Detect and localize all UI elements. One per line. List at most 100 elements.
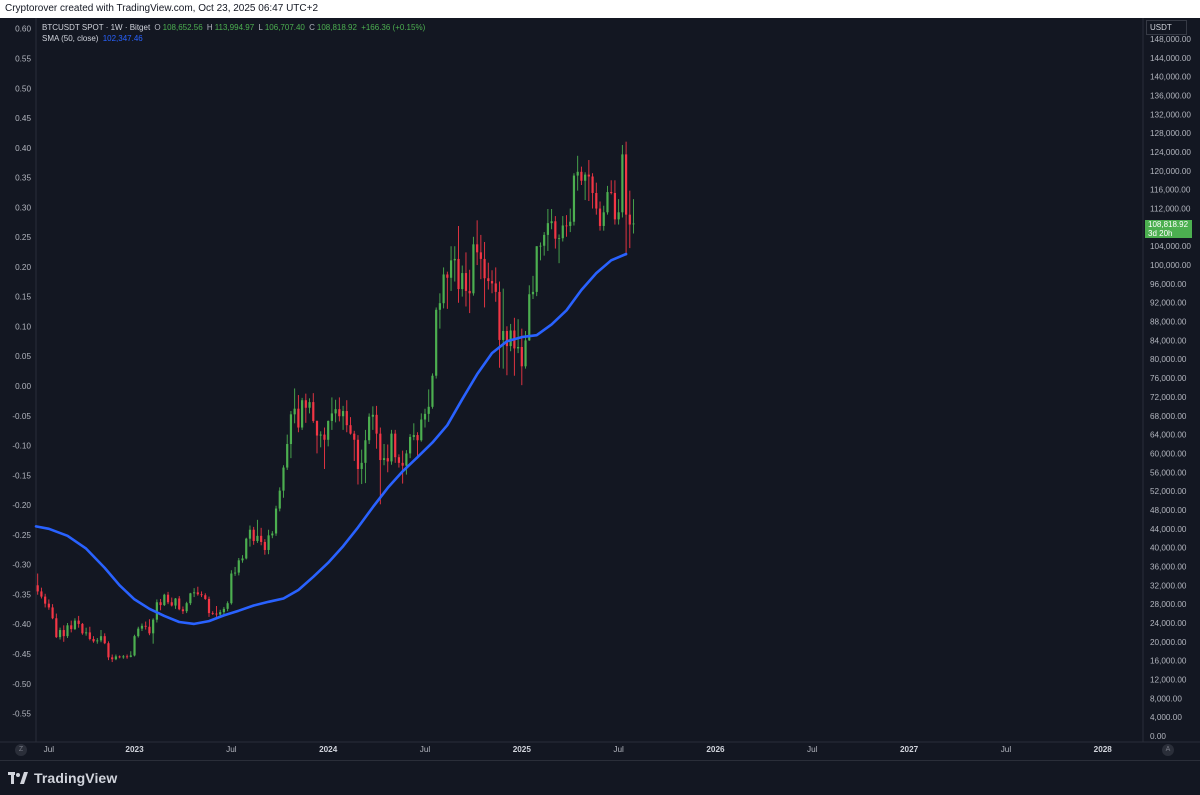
auto-scale-left-button[interactable]: Z — [15, 744, 27, 756]
candle-body — [554, 221, 557, 239]
candle-body — [99, 636, 103, 641]
tradingview-brand: TradingView — [34, 770, 118, 786]
left-tick-label: 0.60 — [15, 25, 31, 34]
candle-body — [96, 640, 99, 642]
candle-body — [576, 171, 579, 176]
candle-body — [85, 632, 88, 634]
candle-body — [442, 274, 445, 304]
candle-body — [498, 291, 501, 340]
legend-sma-label: SMA (50, close) — [42, 34, 99, 43]
candle-body — [55, 618, 58, 638]
candle-body — [308, 402, 311, 408]
candle-body — [73, 620, 77, 630]
price-tick-label: 60,000.00 — [1150, 449, 1187, 458]
candle-body — [390, 433, 393, 462]
candle-body — [114, 656, 118, 660]
candle-body — [405, 453, 408, 466]
candle-body — [140, 625, 144, 629]
candle-body — [606, 192, 609, 213]
auto-scale-right-button[interactable]: A — [1162, 744, 1174, 756]
candle-body — [621, 154, 624, 213]
candle-body — [293, 408, 296, 415]
candle-body — [561, 225, 564, 239]
candle-body — [569, 221, 572, 226]
candle-body — [189, 593, 192, 604]
candle-body — [341, 411, 345, 417]
candle-body — [256, 535, 259, 542]
candle-body — [58, 630, 62, 638]
candle-body — [572, 175, 576, 222]
price-chart[interactable]: 0.60 0.55 0.50 0.45 0.40 0.35 0.30 0.25 0.20 0.15… — [0, 18, 1200, 760]
left-tick-label: 0.30 — [15, 203, 31, 212]
price-tick-label: 84,000.00 — [1150, 336, 1187, 345]
candle-body — [360, 462, 363, 469]
left-tick-label: -0.10 — [12, 442, 31, 451]
candle-body — [345, 411, 348, 426]
legend-sma-row[interactable]: SMA (50, close) 102,347.46 — [42, 33, 427, 44]
left-tick-label: 0.40 — [15, 144, 31, 153]
candle-body — [315, 420, 319, 436]
candle-body — [286, 444, 289, 468]
candle-body — [565, 225, 568, 227]
candle-body — [468, 290, 471, 294]
candle-body — [66, 625, 69, 637]
candle-body — [219, 612, 222, 615]
candle-body — [449, 260, 453, 278]
tradingview-logo-icon — [8, 772, 28, 784]
candle-body — [36, 585, 39, 592]
candle-body — [88, 632, 91, 639]
price-tick-label: 40,000.00 — [1150, 544, 1187, 553]
candle-body — [464, 273, 468, 291]
candle-body — [368, 416, 371, 441]
chart-area[interactable]: 0.60 0.55 0.50 0.45 0.40 0.35 0.30 0.25 0.20 0.15… — [0, 18, 1200, 760]
candle-body — [278, 490, 281, 509]
candle-body — [397, 457, 401, 463]
candle-body — [364, 440, 367, 463]
candle-body — [416, 435, 419, 441]
candle-body — [148, 626, 151, 634]
left-tick-label: -0.40 — [12, 620, 31, 629]
candle-body — [181, 609, 185, 612]
time-tick-label: 2028 — [1094, 745, 1113, 754]
candle-body — [420, 419, 423, 441]
last-price-tag: 108,818.92 3d 20h — [1145, 220, 1192, 238]
currency-label[interactable]: USDT — [1146, 20, 1187, 35]
candle-body — [613, 192, 617, 220]
candle-body — [386, 458, 389, 462]
legend-sma-value: 102,347.46 — [102, 34, 143, 43]
price-tick-label: 48,000.00 — [1150, 506, 1187, 515]
candle-body — [591, 176, 594, 193]
price-tick-label: 36,000.00 — [1150, 562, 1187, 571]
price-tick-label: 44,000.00 — [1150, 525, 1187, 534]
candle-body — [531, 291, 535, 295]
candle-body — [174, 598, 177, 606]
candle-body — [494, 283, 497, 292]
price-tick-label: 132,000.00 — [1150, 110, 1191, 119]
price-tick-label: 80,000.00 — [1150, 355, 1187, 364]
candle-body — [312, 402, 315, 421]
candle-body — [200, 594, 203, 596]
legend-symbol[interactable]: BTCUSDT SPOT · 1W · Bitget — [42, 23, 151, 32]
candle-body — [301, 400, 304, 428]
legend-price-row: BTCUSDT SPOT · 1W · Bitget O 108,652.56 H… — [42, 22, 427, 33]
price-tick-label: 136,000.00 — [1150, 92, 1191, 101]
candle-body — [107, 643, 110, 658]
candle-body — [356, 439, 360, 469]
left-tick-label: 0.45 — [15, 114, 31, 123]
candle-body — [77, 620, 80, 624]
price-tick-label: 68,000.00 — [1150, 412, 1187, 421]
candle-body — [70, 625, 73, 630]
price-tick-label: 104,000.00 — [1150, 242, 1191, 251]
price-tick-label: 28,000.00 — [1150, 600, 1187, 609]
price-tick-label: 24,000.00 — [1150, 619, 1187, 628]
candle-body — [304, 400, 307, 408]
tradingview-logo[interactable]: TradingView — [8, 770, 117, 786]
candle-body — [409, 436, 412, 454]
candle-body — [222, 608, 225, 613]
candle-body — [62, 630, 65, 637]
candle-body — [159, 602, 162, 606]
candle-body — [483, 258, 486, 279]
time-tick-label: Jul — [807, 745, 818, 754]
candle-body — [207, 598, 211, 614]
candle-body — [557, 238, 561, 240]
